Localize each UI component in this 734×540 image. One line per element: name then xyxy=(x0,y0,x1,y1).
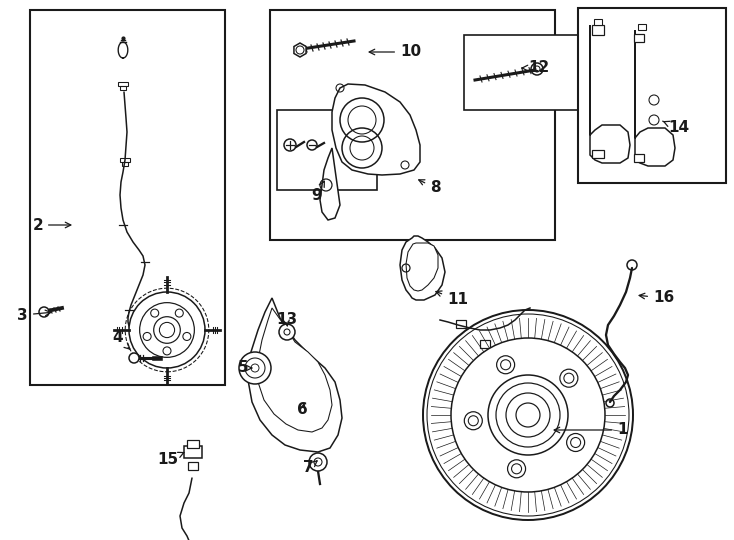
Bar xyxy=(578,8,726,183)
Text: 16: 16 xyxy=(639,291,675,306)
Polygon shape xyxy=(406,243,438,291)
Text: 8: 8 xyxy=(418,180,440,195)
Text: 6: 6 xyxy=(297,402,308,417)
Text: 12: 12 xyxy=(522,60,549,76)
Bar xyxy=(277,110,377,190)
Bar xyxy=(456,320,466,328)
Polygon shape xyxy=(635,30,675,166)
Polygon shape xyxy=(320,148,340,220)
Bar xyxy=(592,25,604,35)
Bar xyxy=(188,462,198,470)
Polygon shape xyxy=(400,236,445,300)
Bar xyxy=(634,34,644,42)
Bar xyxy=(270,10,555,240)
Circle shape xyxy=(153,316,181,343)
Text: 2: 2 xyxy=(32,218,70,233)
Bar xyxy=(464,35,584,110)
Circle shape xyxy=(567,434,585,451)
Bar xyxy=(480,340,490,348)
Bar xyxy=(184,446,202,458)
Polygon shape xyxy=(258,308,332,432)
Polygon shape xyxy=(294,43,306,57)
Text: 1: 1 xyxy=(554,422,628,437)
Polygon shape xyxy=(332,84,420,175)
Circle shape xyxy=(423,310,633,520)
Text: 15: 15 xyxy=(157,453,184,468)
Bar xyxy=(120,86,126,90)
Text: 5: 5 xyxy=(237,361,252,375)
Polygon shape xyxy=(248,298,342,452)
Circle shape xyxy=(508,460,526,478)
Circle shape xyxy=(129,292,205,368)
Polygon shape xyxy=(590,25,630,163)
Circle shape xyxy=(39,307,49,317)
Text: 14: 14 xyxy=(663,120,689,136)
Circle shape xyxy=(531,63,543,75)
Bar xyxy=(118,82,128,86)
Text: 11: 11 xyxy=(436,291,468,307)
Bar xyxy=(634,154,644,162)
Circle shape xyxy=(560,369,578,387)
Circle shape xyxy=(309,453,327,471)
Circle shape xyxy=(465,411,482,430)
Bar xyxy=(594,19,602,25)
Circle shape xyxy=(488,375,568,455)
Text: 7: 7 xyxy=(303,461,317,476)
Text: 10: 10 xyxy=(369,44,421,59)
Bar xyxy=(187,440,199,448)
Circle shape xyxy=(497,356,515,374)
Bar xyxy=(592,150,604,158)
Bar xyxy=(120,158,130,162)
Text: 13: 13 xyxy=(276,313,297,327)
Bar xyxy=(30,10,225,385)
Text: 3: 3 xyxy=(18,307,51,322)
Bar xyxy=(122,162,128,166)
Circle shape xyxy=(451,338,605,492)
Text: 4: 4 xyxy=(113,330,130,349)
Text: 9: 9 xyxy=(312,181,324,202)
Bar xyxy=(638,24,646,30)
Circle shape xyxy=(129,353,139,363)
Circle shape xyxy=(239,352,271,384)
Circle shape xyxy=(279,324,295,340)
